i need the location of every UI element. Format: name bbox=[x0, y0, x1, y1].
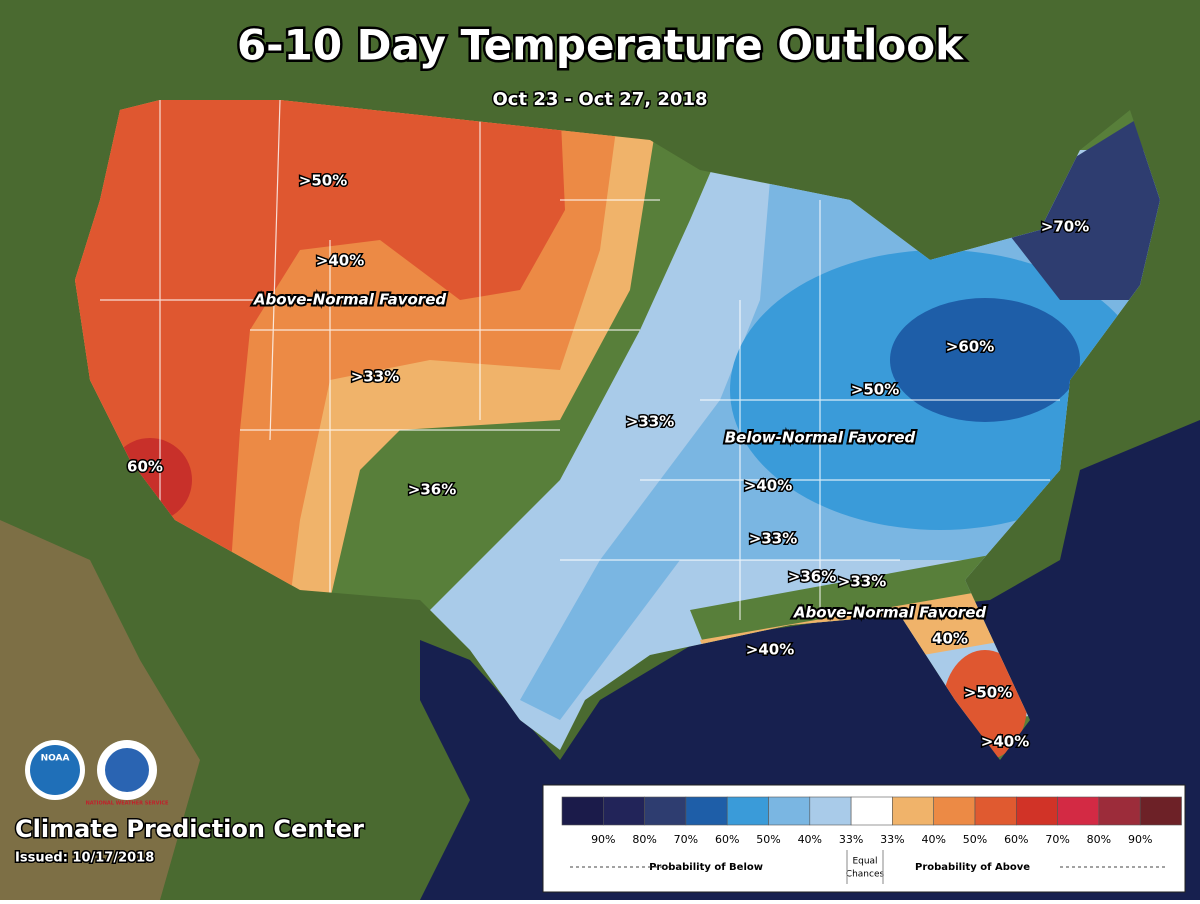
legend-swatch bbox=[561, 796, 604, 826]
region-label: Below-Normal Favored bbox=[725, 429, 916, 447]
region-label: Above-Normal Favored bbox=[793, 604, 987, 622]
map-label: >40% bbox=[746, 641, 794, 659]
legend-label: 80% bbox=[632, 833, 656, 846]
legend-swatch bbox=[685, 796, 728, 826]
subtitle: Oct 23 - Oct 27, 2018 bbox=[493, 89, 708, 110]
legend-label: 60% bbox=[1004, 833, 1028, 846]
map-label: >33% bbox=[838, 573, 886, 591]
legend-label: 70% bbox=[1045, 833, 1069, 846]
map-label: >33% bbox=[626, 413, 674, 431]
legend-label: 90% bbox=[591, 833, 615, 846]
legend-label: 33% bbox=[880, 833, 904, 846]
nws-logo bbox=[105, 748, 149, 792]
logo-text: NATIONAL WEATHER SERVICE bbox=[86, 801, 169, 807]
legend-equal: Equal bbox=[852, 857, 877, 867]
legend-equal: Chances bbox=[846, 870, 885, 880]
map-label: >36% bbox=[788, 568, 836, 586]
legend-label: 80% bbox=[1087, 833, 1111, 846]
land bbox=[0, 520, 200, 900]
map-label: >33% bbox=[749, 530, 797, 548]
legend-swatch bbox=[850, 796, 893, 826]
noaa-logo bbox=[30, 745, 80, 795]
map-label: >50% bbox=[964, 684, 1012, 702]
legend-swatch bbox=[1139, 796, 1182, 826]
region-label: Above-Normal Favored bbox=[253, 291, 447, 309]
map-label: >33% bbox=[351, 368, 399, 386]
legend-label: 60% bbox=[715, 833, 739, 846]
legend-above: Probability of Above bbox=[915, 862, 1030, 873]
legend-swatch bbox=[933, 796, 976, 826]
map-label: >40% bbox=[981, 733, 1029, 751]
legend-label: 40% bbox=[921, 833, 945, 846]
legend-swatch bbox=[726, 796, 769, 826]
issued-date: Issued: 10/17/2018 bbox=[15, 851, 154, 866]
legend-swatch bbox=[602, 796, 645, 826]
legend-swatch bbox=[1098, 796, 1141, 826]
legend-swatch bbox=[974, 796, 1017, 826]
legend-swatch bbox=[768, 796, 811, 826]
legend-label: 33% bbox=[839, 833, 863, 846]
org-name: Climate Prediction Center bbox=[15, 815, 364, 843]
legend-below: Probability of Below bbox=[649, 862, 763, 873]
map-label: >50% bbox=[851, 381, 899, 399]
legend-swatch bbox=[644, 796, 687, 826]
map-label: >60% bbox=[946, 338, 994, 356]
map-label: >40% bbox=[316, 252, 364, 270]
legend-swatch bbox=[1057, 796, 1100, 826]
legend-label: 40% bbox=[798, 833, 822, 846]
logo-text: NOAA bbox=[41, 754, 70, 764]
legend-label: 70% bbox=[674, 833, 698, 846]
zone-below-60 bbox=[890, 298, 1080, 422]
legend-swatch bbox=[809, 796, 852, 826]
legend-swatch bbox=[892, 796, 935, 826]
map-label: 60% bbox=[127, 458, 163, 476]
map-label: >40% bbox=[744, 477, 792, 495]
legend-swatch bbox=[1015, 796, 1058, 826]
map-label: 40% bbox=[932, 630, 968, 648]
state-lines bbox=[100, 100, 1060, 620]
map-label: >70% bbox=[1041, 218, 1089, 236]
map-label: >50% bbox=[299, 172, 347, 190]
map-label: >36% bbox=[408, 481, 456, 499]
legend-label: 90% bbox=[1128, 833, 1152, 846]
legend-label: 50% bbox=[963, 833, 987, 846]
legend-label: 50% bbox=[756, 833, 780, 846]
title: 6-10 Day Temperature Outlook bbox=[237, 21, 964, 70]
